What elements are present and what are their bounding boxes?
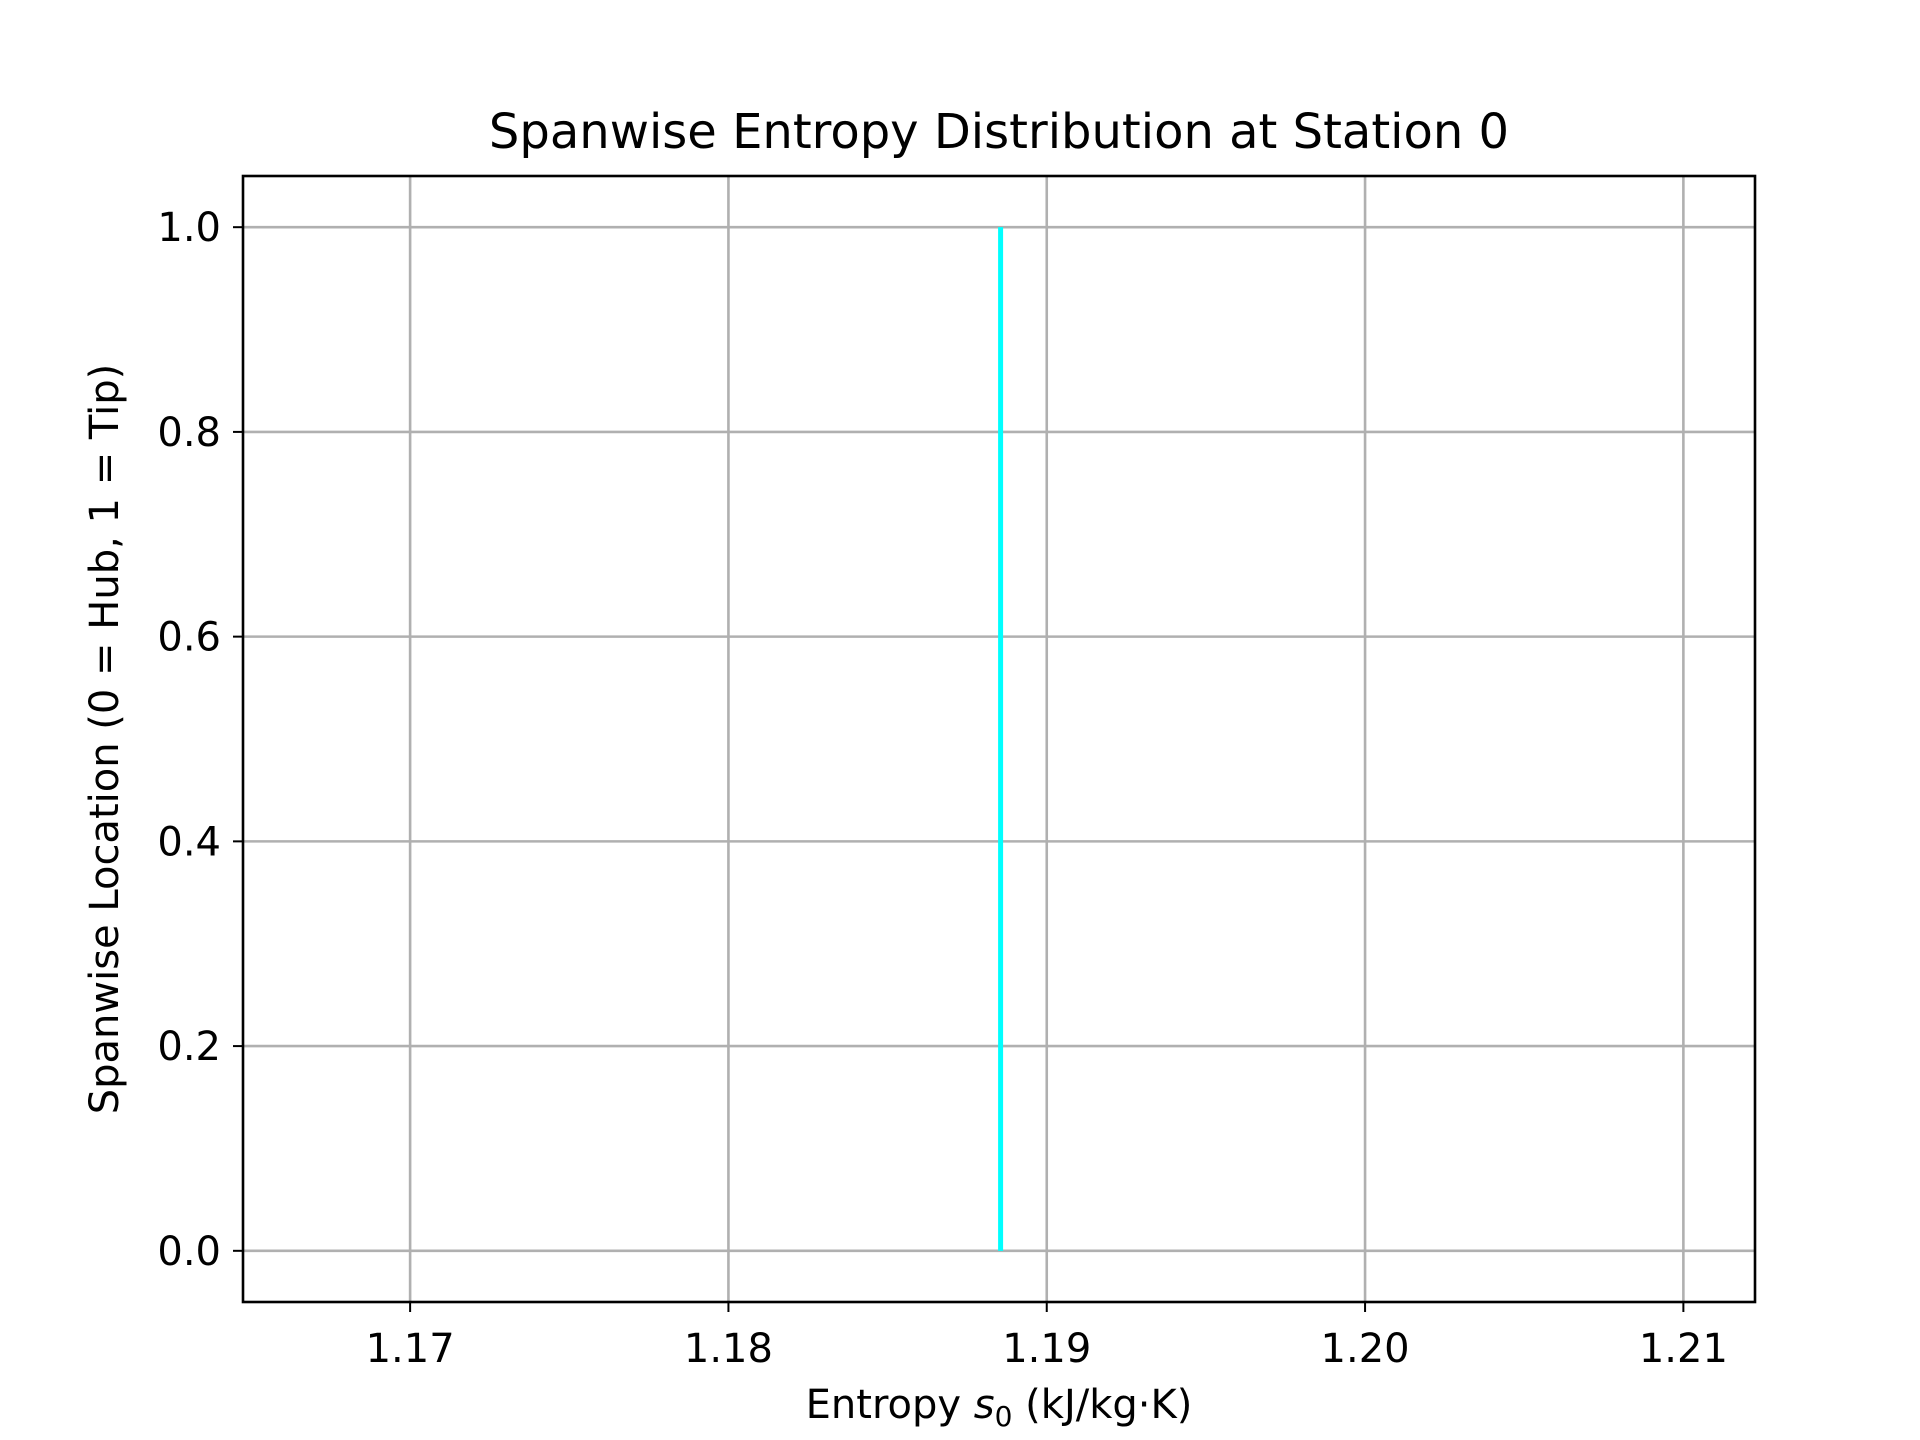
x-tick-label: 1.20: [1321, 1326, 1410, 1372]
x-axis-label-symbol: s: [974, 1382, 995, 1428]
x-tick-label: 1.19: [1002, 1326, 1091, 1372]
chart-title: Spanwise Entropy Distribution at Station…: [489, 104, 1509, 160]
y-tick-label: 0.4: [157, 819, 221, 865]
x-axis-label: Entropy s0 (kJ/kg·K): [806, 1382, 1193, 1433]
y-tick-label: 0.8: [157, 410, 221, 456]
y-axis-label: Spanwise Location (0 = Hub, 1 = Tip): [82, 364, 128, 1115]
y-tick-label: 1.0: [157, 205, 221, 251]
x-axis-label-suffix: (kJ/kg·K): [1012, 1382, 1192, 1428]
y-tick-label: 0.6: [157, 615, 221, 661]
x-axis-label-prefix: Entropy: [806, 1382, 974, 1428]
x-tick-label: 1.21: [1639, 1326, 1728, 1372]
x-tick-label: 1.17: [366, 1326, 455, 1372]
plot-frame: [241, 174, 1757, 1304]
x-axis-label-subscript: 0: [995, 1400, 1013, 1433]
y-tick-label: 0.0: [157, 1229, 221, 1275]
ticks-layer: 1.17 1.18 1.19 1.20 1.21 0.0 0.2 0.4 0.6 0.8 1.0: [157, 205, 1728, 1372]
x-tick-label: 1.18: [684, 1326, 773, 1372]
y-tick-label: 0.2: [157, 1024, 221, 1070]
